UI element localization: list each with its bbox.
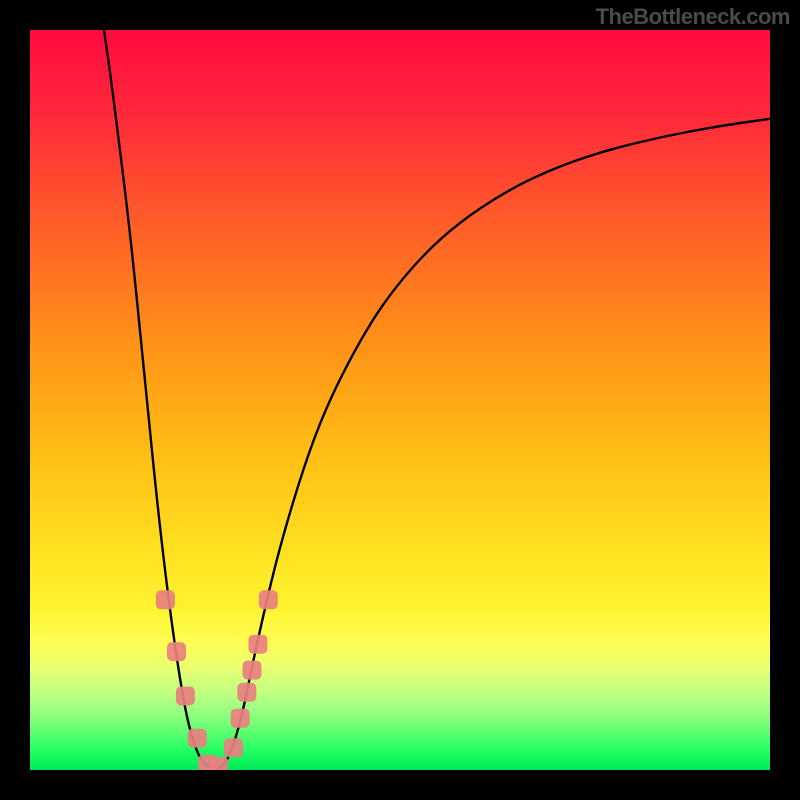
data-marker bbox=[237, 683, 256, 702]
bottleneck-curve bbox=[104, 30, 770, 769]
data-marker bbox=[243, 661, 262, 680]
frame-border-bottom bbox=[0, 770, 800, 800]
plot-svg bbox=[30, 30, 770, 770]
data-marker bbox=[248, 635, 267, 654]
data-marker bbox=[231, 709, 250, 728]
data-marker bbox=[176, 687, 195, 706]
data-marker bbox=[167, 642, 186, 661]
data-marker bbox=[224, 738, 243, 757]
frame-border-left bbox=[0, 0, 30, 800]
plot-area bbox=[30, 30, 770, 770]
data-marker bbox=[259, 590, 278, 609]
data-marker bbox=[188, 729, 207, 748]
data-marker bbox=[156, 590, 175, 609]
frame-border-right bbox=[770, 0, 800, 800]
watermark-text: TheBottleneck.com bbox=[596, 4, 790, 30]
figure-container: TheBottleneck.com bbox=[0, 0, 800, 800]
data-marker bbox=[209, 757, 228, 770]
